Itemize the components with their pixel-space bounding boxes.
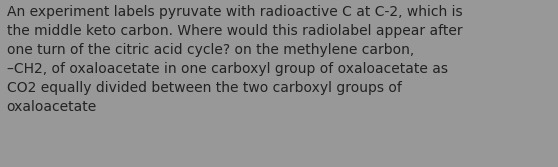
Text: An experiment labels pyruvate with radioactive C at C-2, which is
the middle ket: An experiment labels pyruvate with radio… <box>7 5 463 114</box>
